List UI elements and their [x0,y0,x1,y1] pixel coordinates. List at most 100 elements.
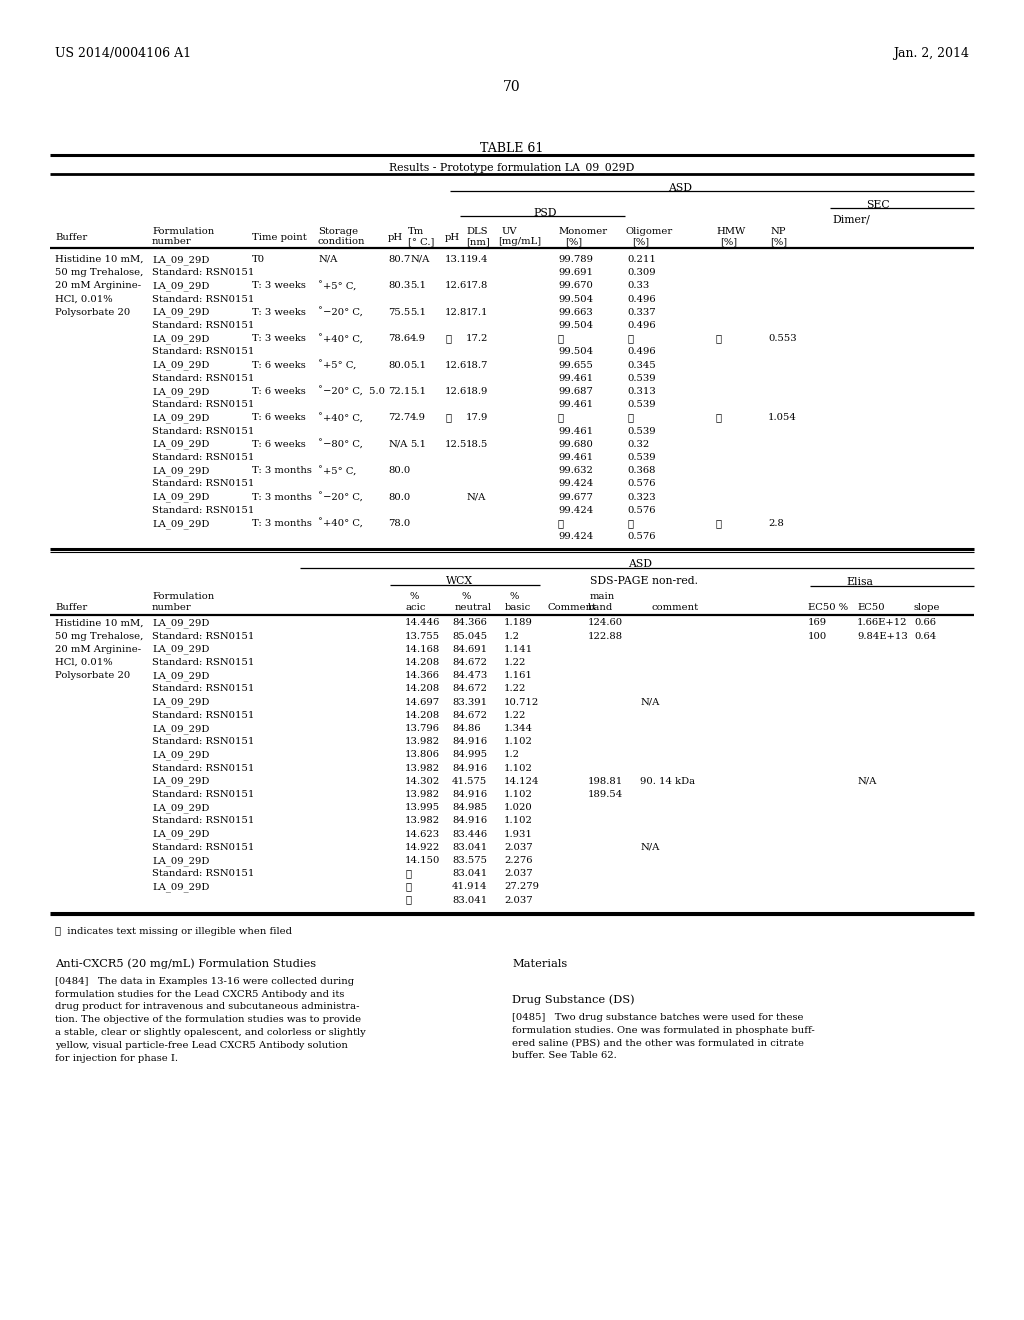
Text: ˚+40° C,: ˚+40° C, [318,413,362,424]
Text: SEC: SEC [866,201,890,210]
Text: ⓘ: ⓘ [627,519,633,528]
Text: 13.995: 13.995 [406,803,440,812]
Text: 12.8: 12.8 [445,308,467,317]
Text: Standard: RSN0151: Standard: RSN0151 [152,426,254,436]
Text: LA_09_29D: LA_09_29D [152,803,209,813]
Text: Histidine 10 mM,: Histidine 10 mM, [55,618,143,627]
Text: 70: 70 [503,81,521,94]
Text: Jan. 2, 2014: Jan. 2, 2014 [893,48,969,59]
Text: 100: 100 [808,631,827,640]
Text: ASD: ASD [668,183,692,193]
Text: 0.309: 0.309 [627,268,655,277]
Text: ˚+5° C,: ˚+5° C, [318,360,356,371]
Text: 50 mg Trehalose,: 50 mg Trehalose, [55,268,143,277]
Text: 99.687: 99.687 [558,387,593,396]
Text: Tm: Tm [408,227,424,236]
Text: Buffer: Buffer [55,603,87,612]
Text: UV: UV [502,227,517,236]
Text: LA_09_29D: LA_09_29D [152,308,209,318]
Text: 0.576: 0.576 [627,532,655,541]
Text: 14.208: 14.208 [406,710,440,719]
Text: 84.86: 84.86 [452,723,480,733]
Text: 14.366: 14.366 [406,671,440,680]
Text: Dimer/: Dimer/ [831,215,869,224]
Text: formulation studies. One was formulated in phosphate buff-: formulation studies. One was formulated … [512,1026,815,1035]
Text: 14.446: 14.446 [406,618,440,627]
Text: Standard: RSN0151: Standard: RSN0151 [152,479,254,488]
Text: [° C.]: [° C.] [408,238,434,246]
Text: acic: acic [406,603,426,612]
Text: 80.0: 80.0 [388,466,411,475]
Text: 1.054: 1.054 [768,413,797,422]
Text: T: 3 months: T: 3 months [252,519,312,528]
Text: Materials: Materials [512,958,567,969]
Text: 5.1: 5.1 [410,360,426,370]
Text: 1.020: 1.020 [504,803,532,812]
Text: number: number [152,603,191,612]
Text: %: % [462,593,471,602]
Text: [%]: [%] [720,238,737,246]
Text: 0.368: 0.368 [627,466,655,475]
Text: Standard: RSN0151: Standard: RSN0151 [152,347,254,356]
Text: 99.670: 99.670 [558,281,593,290]
Text: LA_09_29D: LA_09_29D [152,255,209,265]
Text: 99.663: 99.663 [558,308,593,317]
Text: Formulation: Formulation [152,227,214,236]
Text: 83.575: 83.575 [452,855,487,865]
Text: 0.32: 0.32 [627,440,649,449]
Text: 0.553: 0.553 [768,334,797,343]
Text: 80.7: 80.7 [388,255,411,264]
Text: 0.313: 0.313 [627,387,655,396]
Text: pH: pH [445,234,460,242]
Text: Comment: Comment [548,603,597,612]
Text: 20 mM Arginine-: 20 mM Arginine- [55,281,141,290]
Text: 84.672: 84.672 [452,710,487,719]
Text: 14.623: 14.623 [406,829,440,838]
Text: Oligomer: Oligomer [625,227,672,236]
Text: Standard: RSN0151: Standard: RSN0151 [152,869,254,878]
Text: 1.66E+12: 1.66E+12 [857,618,907,627]
Text: N/A: N/A [318,255,337,264]
Text: 14.208: 14.208 [406,684,440,693]
Text: 83.446: 83.446 [452,829,487,838]
Text: 0.576: 0.576 [627,506,655,515]
Text: 13.755: 13.755 [406,631,440,640]
Text: 27.279: 27.279 [504,882,539,891]
Text: 84.985: 84.985 [452,803,487,812]
Text: 41.914: 41.914 [452,882,487,891]
Text: Buffer: Buffer [55,234,87,242]
Text: slope: slope [914,603,940,612]
Text: 50 mg Trehalose,: 50 mg Trehalose, [55,631,143,640]
Text: HMW: HMW [716,227,745,236]
Text: Standard: RSN0151: Standard: RSN0151 [152,294,254,304]
Text: 99.691: 99.691 [558,268,593,277]
Text: Time point: Time point [252,234,307,242]
Text: [mg/mL]: [mg/mL] [498,238,541,246]
Text: Standard: RSN0151: Standard: RSN0151 [152,816,254,825]
Text: 0.64: 0.64 [914,631,936,640]
Text: 72.7: 72.7 [388,413,411,422]
Text: ⓘ: ⓘ [406,882,411,891]
Text: 80.3: 80.3 [388,281,411,290]
Text: basic: basic [505,603,531,612]
Text: 169: 169 [808,618,827,627]
Text: US 2014/0004106 A1: US 2014/0004106 A1 [55,48,191,59]
Text: number: number [152,238,191,246]
Text: 20 mM Arginine-: 20 mM Arginine- [55,644,141,653]
Text: 1.22: 1.22 [504,684,526,693]
Text: [0484]   The data in Examples 13-16 were collected during: [0484] The data in Examples 13-16 were c… [55,977,354,986]
Text: SDS-PAGE non-red.: SDS-PAGE non-red. [590,577,698,586]
Text: LA_09_29D: LA_09_29D [152,360,209,371]
Text: ⓘ: ⓘ [445,334,451,343]
Text: 85.045: 85.045 [452,631,487,640]
Text: 19.4: 19.4 [466,255,488,264]
Text: ⓘ: ⓘ [558,519,564,528]
Text: ˚+5° C,: ˚+5° C, [318,281,356,292]
Text: 99.677: 99.677 [558,492,593,502]
Text: 99.789: 99.789 [558,255,593,264]
Text: T0: T0 [252,255,265,264]
Text: N/A: N/A [640,697,659,706]
Text: LA_09_29D: LA_09_29D [152,413,209,424]
Text: [%]: [%] [632,238,649,246]
Text: 12.6: 12.6 [445,281,467,290]
